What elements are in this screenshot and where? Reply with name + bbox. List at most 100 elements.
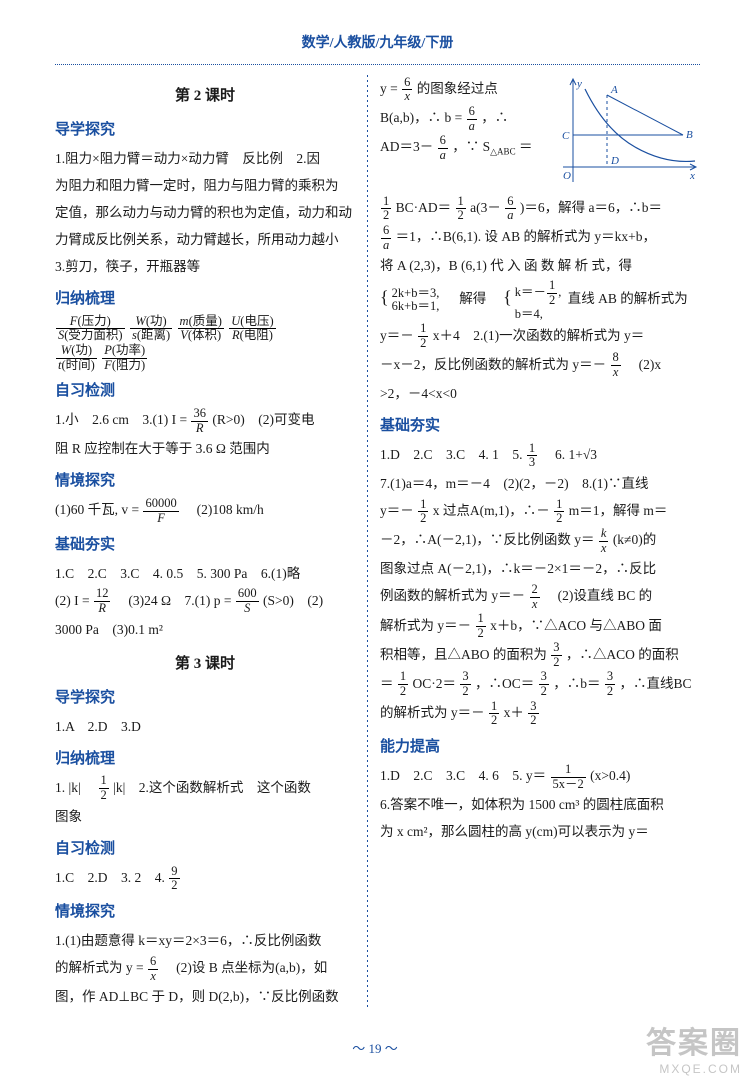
lesson3-title: 第 3 课时 [55, 649, 355, 679]
text-line: 7.(1)a＝4，m＝－4 (2)(2，－2) 8.(1)∵直线 [380, 470, 700, 497]
txt: y＝－ [380, 503, 414, 518]
txt: a(3－ [470, 200, 501, 215]
text-line: 6a ＝1，∴B(6,1). 设 AB 的解析式为 y＝kx+b， [380, 223, 700, 252]
txt: (x>0.4) [590, 768, 630, 783]
txt: 1.D 2.C 3.C 4. 1 5. [380, 447, 526, 462]
txt: (2)x [625, 357, 661, 372]
text-line: 1.D 2.C 3.C 4. 6 5. y＝ 15x－2 (x>0.4) [380, 762, 700, 791]
text-line: 3.剪刀，筷子，开瓶器等 [55, 253, 355, 280]
text-line: 图象 [55, 803, 355, 830]
svg-text:C: C [562, 130, 570, 142]
txt: m＝1，解得 m＝ [569, 503, 668, 518]
text-line: 力臂成反比例关系，动力臂越长，所用动力越小 [55, 226, 355, 253]
geometry-graph: y x O A B C D [555, 75, 700, 190]
left-column: 第 2 课时 导学探究 1.阻力×阻力臂＝动力×动力臂 反比例 2.因 为阻力和… [55, 75, 355, 1010]
column-divider [367, 75, 368, 1010]
watermark-small: MXQE.COM [646, 1062, 742, 1076]
text-line: 将 A (2,3)，B (6,1) 代 入 函 数 解 析 式，得 [380, 252, 700, 279]
txt: 的解析式为 y = [55, 960, 147, 975]
section-qj3: 情境探究 [55, 897, 355, 927]
text-line: 图，作 AD⊥BC 于 D，则 D(2,b)，∵反比例函数 [55, 983, 355, 1010]
txt: (3)24 Ω 7.(1) p = [115, 593, 235, 608]
txt: (S>0) (2) [263, 593, 323, 608]
txt: (R>0) (2)可变电 [212, 412, 314, 427]
text-line: y＝－ 12 x 过点A(m,1)，∴－ 12 m＝1，解得 m＝ [380, 497, 700, 526]
text-line: 例函数的解析式为 y＝－ 2x (2)设直线 BC 的 [380, 582, 700, 611]
text-line: 1.小 2.6 cm 3.(1) I = 36R (R>0) (2)可变电 [55, 406, 355, 435]
section-qingjing: 情境探究 [55, 466, 355, 496]
txt: 1. |k| [55, 780, 94, 795]
lesson2-title: 第 2 课时 [55, 81, 355, 111]
txt: AD＝3－ [380, 139, 433, 154]
txt: 6. 1+√3 [542, 447, 598, 462]
text-line: －x－2，反比例函数的解析式为 y＝－ 8x (2)x [380, 351, 700, 380]
page-header: 数学/人教版/九年级/下册 [55, 30, 700, 65]
text-line: 1. |k| 12 |k| 2.这个函数解析式 这个函数 [55, 774, 355, 803]
svg-text:A: A [610, 84, 618, 96]
text-line: 图象过点 A(－2,1)，∴k＝－2×1＝－2，∴反比 [380, 555, 700, 582]
svg-text:x: x [689, 170, 695, 182]
txt: ＝ [380, 676, 394, 691]
txt: 的解析式为 y＝－ [380, 705, 485, 720]
text-line: (1)60 千瓦, v = 60000F (2)108 km/h [55, 496, 355, 525]
svg-text:y: y [576, 78, 582, 90]
text-line: 的解析式为 y＝－ 12 x＋ 32 [380, 699, 700, 728]
text-line: 12 BC·AD＝ 12 a(3－ 6a )＝6，解得 a＝6，∴b＝ [380, 194, 700, 223]
txt: x＋ [504, 705, 524, 720]
text-line: ＝ 12 OC·2＝ 32 ，∴OC＝ 32 ，∴b＝ 32 ，∴直线BC [380, 670, 700, 699]
text-line: 为 x cm²，那么圆柱的高 y(cm)可以表示为 y＝ [380, 818, 700, 845]
txt: y = [380, 81, 401, 96]
formula-row-1: F(压力)S(受力面积) W(功)s(距离) m(质量)V(体积) U(电压)R… [55, 314, 355, 343]
text-line: >2，－4<x<0 [380, 380, 700, 407]
txt: x＋b，∵△ACO 与△ABO 面 [490, 618, 662, 633]
section-daoxue: 导学探究 [55, 115, 355, 145]
txt: ，∵ S [452, 139, 490, 154]
section-jichu-r: 基础夯实 [380, 411, 700, 441]
formula-row-2: W(功)t(时间) P(功率)F(阻力) [55, 343, 355, 372]
svg-text:D: D [610, 155, 619, 167]
text-line: 1.(1)由题意得 k＝xy＝2×3＝6，∴反比例函数 [55, 927, 355, 954]
text-line: 3000 Pa (3)0.1 m² [55, 616, 355, 643]
txt: (2) I = [55, 593, 93, 608]
text-line: y＝－ 12 x＋4 2.(1)一次函数的解析式为 y＝ [380, 322, 700, 351]
text-line: 积相等，且△ABO 的面积为 32 ，∴△ACO 的面积 [380, 641, 700, 670]
txt: )＝6，解得 a＝6，∴b＝ [520, 200, 662, 215]
section-guina: 归纳梳理 [55, 284, 355, 314]
section-zixi: 自习检测 [55, 376, 355, 406]
text-line: 的解析式为 y = 6x (2)设 B 点坐标为(a,b)，如 [55, 954, 355, 983]
txt: 解得 [446, 292, 500, 307]
txt: (2)设直线 BC 的 [544, 588, 652, 603]
svg-text:B: B [686, 129, 693, 141]
svg-text:O: O [563, 170, 571, 182]
txt: |k| 2.这个函数解析式 这个函数 [113, 780, 311, 795]
txt: ，∴△ACO 的面积 [566, 647, 679, 662]
text-line: 阻 R 应控制在大于等于 3.6 Ω 范围内 [55, 435, 355, 462]
txt: 解析式为 y＝－ [380, 618, 471, 633]
text-line: {2k+b＝3,6k+b＝1, 解得 {k＝－12,b＝4, 直线 AB 的解析… [380, 279, 700, 321]
section-jichu: 基础夯实 [55, 530, 355, 560]
txt: OC·2＝ [413, 676, 457, 691]
txt: BC·AD＝ [396, 200, 452, 215]
text-line: 6.答案不唯一，如体积为 1500 cm³ 的圆柱底面积 [380, 791, 700, 818]
txt: ，∴直线BC [620, 676, 692, 691]
txt: 1.D 2.C 3.C 4. 6 5. y＝ [380, 768, 546, 783]
txt: 积相等，且△ABO 的面积为 [380, 647, 547, 662]
txt: y＝－ [380, 328, 414, 343]
text-line: 1.D 2.C 3.C 4. 1 5. 13 6. 1+√3 [380, 441, 700, 470]
txt: ，∴ [481, 110, 508, 125]
text-line: －2，∴A(－2,1)，∵反比例函数 y＝ kx (k≠0)的 [380, 526, 700, 555]
text-line: 1.A 2.D 3.D [55, 713, 355, 740]
txt: (2)设 B 点坐标为(a,b)，如 [163, 960, 328, 975]
page: 数学/人教版/九年级/下册 第 2 课时 导学探究 1.阻力×阻力臂＝动力×动力… [0, 0, 750, 1082]
txt: 1.C 2.D 3. 2 4. [55, 870, 168, 885]
txt: x＋4 2.(1)一次函数的解析式为 y＝ [433, 328, 645, 343]
txt: －2，∴A(－2,1)，∵反比例函数 y＝ [380, 532, 595, 547]
txt: 的图象经过点 [417, 81, 498, 96]
section-nengli: 能力提高 [380, 732, 700, 762]
txt: ，∴b＝ [553, 676, 600, 691]
txt: ，∴OC＝ [475, 676, 534, 691]
txt: 1.小 2.6 cm 3.(1) I = [55, 412, 190, 427]
right-column: yxOABCD y = 6x 的图象经过点 B(a,b)，∴ b = 6a ，∴… [380, 75, 700, 1010]
section-zx3: 自习检测 [55, 834, 355, 864]
two-columns: 第 2 课时 导学探究 1.阻力×阻力臂＝动力×动力臂 反比例 2.因 为阻力和… [55, 75, 700, 1010]
